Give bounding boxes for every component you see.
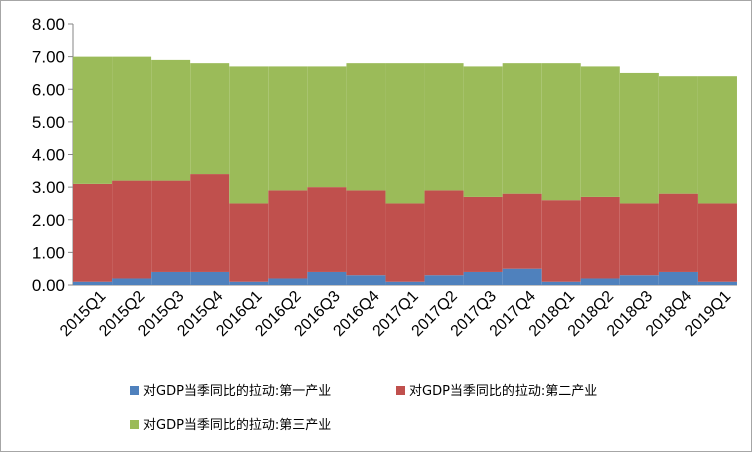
bar-segment-3 <box>425 63 464 190</box>
bar-segment-1 <box>112 278 151 285</box>
y-tick-label: 0.00 <box>32 276 65 295</box>
y-tick-label: 3.00 <box>32 178 65 197</box>
y-tick-label: 6.00 <box>32 80 65 99</box>
bar-segment-2 <box>581 197 620 279</box>
bar-segment-2 <box>73 184 112 282</box>
legend-label: 对GDP当季同比的拉动:第一产业 <box>143 383 331 399</box>
bar-segment-3 <box>464 66 503 197</box>
bar-segment-2 <box>229 203 268 281</box>
legend-swatch <box>130 386 139 395</box>
bar-segment-1 <box>151 272 190 285</box>
bar-segment-3 <box>73 57 112 184</box>
y-tick-label: 7.00 <box>32 48 65 67</box>
bar-segment-3 <box>542 63 581 200</box>
bar-segment-2 <box>542 200 581 282</box>
bar-segment-1 <box>581 278 620 285</box>
bar-segment-3 <box>581 66 620 197</box>
bar-segment-2 <box>464 197 503 272</box>
bar-segment-1 <box>425 275 464 285</box>
y-tick-label: 8.00 <box>32 15 65 34</box>
legend-swatch <box>396 386 405 395</box>
bar-segment-3 <box>698 76 737 203</box>
bar-segment-1 <box>659 272 698 285</box>
bar-segment-2 <box>268 190 307 278</box>
bar-segment-2 <box>620 203 659 275</box>
bar-segment-2 <box>503 194 542 269</box>
bar-segment-3 <box>659 76 698 193</box>
y-tick-label: 5.00 <box>32 113 65 132</box>
bar-segment-3 <box>229 66 268 203</box>
bar-segment-2 <box>190 174 229 272</box>
bar-segment-2 <box>386 203 425 281</box>
bar-segment-2 <box>112 181 151 279</box>
legend: 对GDP当季同比的拉动:第一产业 对GDP当季同比的拉动:第二产业对GDP当季同比… <box>130 383 597 433</box>
legend-swatch <box>130 420 139 429</box>
bar-segment-2 <box>698 203 737 281</box>
bar-segment-2 <box>346 190 385 275</box>
bar-segment-2 <box>151 181 190 272</box>
bar-segment-1 <box>307 272 346 285</box>
bar-segment-3 <box>307 66 346 187</box>
bar-segment-2 <box>659 194 698 272</box>
y-tick-label: 2.00 <box>32 211 65 230</box>
bar-segment-1 <box>386 282 425 285</box>
bar-segment-1 <box>190 272 229 285</box>
bar-segment-1 <box>698 282 737 285</box>
bar-segment-1 <box>229 282 268 285</box>
bar-segment-3 <box>190 63 229 174</box>
bar-segment-3 <box>112 57 151 181</box>
y-tick-label: 4.00 <box>32 146 65 165</box>
bar-segment-3 <box>346 63 385 190</box>
bar-segment-3 <box>503 63 542 194</box>
bar-segment-3 <box>620 73 659 204</box>
bar-segment-1 <box>268 278 307 285</box>
legend-label: 对GDP当季同比的拉动:第三产业 <box>143 417 331 433</box>
bar-segment-3 <box>151 60 190 181</box>
y-tick-label: 1.00 <box>32 243 65 262</box>
bar-segment-1 <box>73 282 112 285</box>
bar-segment-2 <box>307 187 346 272</box>
y-axis-ticks: 0.00 1.00 2.00 3.00 4.00 5.00 6.00 7.00 8.00 <box>32 15 73 295</box>
bar-segment-1 <box>346 275 385 285</box>
bar-segment-3 <box>268 66 307 190</box>
bar-segment-1 <box>464 272 503 285</box>
bar-segment-2 <box>425 190 464 275</box>
bar-segment-1 <box>620 275 659 285</box>
bar-segment-3 <box>386 63 425 203</box>
bars-group <box>73 57 737 285</box>
bar-segment-1 <box>503 269 542 285</box>
legend-label: 对GDP当季同比的拉动:第二产业 <box>409 383 597 399</box>
x-axis-ticks: 2015Q12015Q22015Q32015Q42016Q12016Q22016… <box>57 288 734 340</box>
bar-segment-1 <box>542 282 581 285</box>
